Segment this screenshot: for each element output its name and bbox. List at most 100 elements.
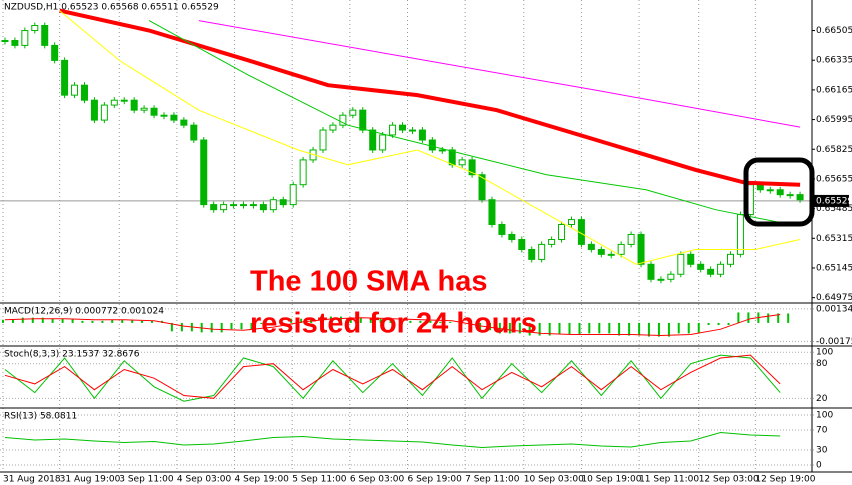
histogram-bar <box>479 322 482 331</box>
x-tick-label: 4 Sep 19:00 <box>235 475 290 485</box>
candle <box>697 263 705 270</box>
histogram-bar <box>180 322 183 332</box>
histogram-bar <box>111 319 114 323</box>
candle <box>51 44 59 61</box>
histogram-bar <box>170 322 173 332</box>
histogram-bar <box>210 322 213 333</box>
candle <box>607 253 615 256</box>
candle <box>279 199 287 206</box>
candle <box>329 124 337 131</box>
histogram-bar <box>767 313 770 323</box>
candle <box>717 263 725 275</box>
y-tick-label: 0.66335 <box>816 56 852 66</box>
frame <box>0 0 852 473</box>
histogram-bar <box>439 321 442 323</box>
candle <box>438 149 446 152</box>
x-tick-label: 6 Sep 03:00 <box>350 475 405 485</box>
histogram-bar <box>578 322 581 335</box>
x-tick-label: 6 Sep 19:00 <box>407 475 462 485</box>
x-tick-label: 10 Sep 03:00 <box>524 475 584 485</box>
histogram-bar <box>489 322 492 331</box>
candle <box>528 248 536 260</box>
histogram-bar <box>250 322 253 330</box>
histogram-bar <box>449 321 452 323</box>
candle <box>647 263 655 280</box>
candle <box>727 253 735 265</box>
candle <box>677 253 685 275</box>
panel-title: NZDUSD,H1 0.65523 0.65568 0.65511 0.6552… <box>4 3 219 13</box>
candle <box>776 189 784 196</box>
moving-average <box>59 10 801 265</box>
last-price-label: 0.65529 <box>816 196 852 206</box>
histogram-bar <box>1 319 4 323</box>
candle <box>458 159 466 166</box>
candle <box>71 84 79 96</box>
candle <box>637 233 645 265</box>
candle <box>597 248 605 255</box>
histogram-bar <box>558 322 561 335</box>
y-tick-label: 100 <box>816 348 833 358</box>
y-tick-label: 0.65145 <box>816 263 852 273</box>
x-tick-label: 31 Aug 2018 <box>3 475 61 485</box>
candle <box>269 199 277 211</box>
histogram-bar <box>727 322 730 326</box>
candle <box>498 223 506 235</box>
candle <box>210 204 218 211</box>
candle <box>707 268 715 275</box>
histogram-bar <box>787 313 790 323</box>
histogram-bar <box>339 316 342 323</box>
y-tick-label: 0.65995 <box>816 115 852 125</box>
panel-title: MACD(12,26,9) 0.000772 0.001024 <box>4 307 164 317</box>
histogram-bar <box>349 317 352 323</box>
histogram-bar <box>359 317 362 323</box>
x-tick-label: 4 Sep 03:00 <box>177 475 232 485</box>
candle <box>508 233 516 241</box>
histogram-bar <box>777 313 780 323</box>
histogram-bar <box>379 318 382 323</box>
candle <box>558 223 566 241</box>
candle <box>110 99 118 106</box>
indicator-line <box>4 354 781 402</box>
histogram-bar <box>469 322 472 331</box>
histogram-bar <box>21 317 24 323</box>
candle <box>369 129 377 151</box>
labels: NZDUSD,H1 0.65523 0.65568 0.65511 0.6552… <box>3 3 852 485</box>
histogram-bar <box>628 322 631 336</box>
histogram-bar <box>717 322 720 326</box>
candle <box>418 129 426 141</box>
candle <box>160 114 168 117</box>
candle <box>687 253 695 265</box>
candle <box>667 273 675 280</box>
histogram-bar <box>71 318 74 323</box>
candle <box>140 107 148 111</box>
histogram-bar <box>51 318 54 323</box>
candle <box>41 24 49 46</box>
last-price-box <box>813 194 849 207</box>
candle <box>359 109 367 131</box>
x-tick-label: 3 Sep 11:00 <box>119 475 174 485</box>
signal-line <box>4 314 781 337</box>
y-tick-label: 70 <box>816 426 828 436</box>
y-tick-label: 0.66165 <box>816 85 852 95</box>
histogram-bar <box>131 319 134 323</box>
x-tick-label: 10 Sep 19:00 <box>581 475 641 485</box>
candle <box>756 184 764 191</box>
histogram-bar <box>300 318 303 323</box>
y-tick-label: 30 <box>816 446 828 456</box>
candle <box>478 174 486 201</box>
candle <box>190 124 198 141</box>
candle <box>220 204 228 211</box>
histogram-bar <box>429 320 432 323</box>
moving-average <box>198 20 801 128</box>
candle <box>736 214 744 255</box>
candle <box>11 39 19 46</box>
x-tick-label: 12 Sep 03:00 <box>699 475 759 485</box>
y-tick-label: 0.65825 <box>816 145 852 155</box>
y-tick-label: 20 <box>816 394 828 404</box>
annotation: resisted for 24 hours <box>250 308 537 340</box>
candle <box>90 99 98 121</box>
grid <box>0 0 815 471</box>
candle <box>31 24 39 32</box>
